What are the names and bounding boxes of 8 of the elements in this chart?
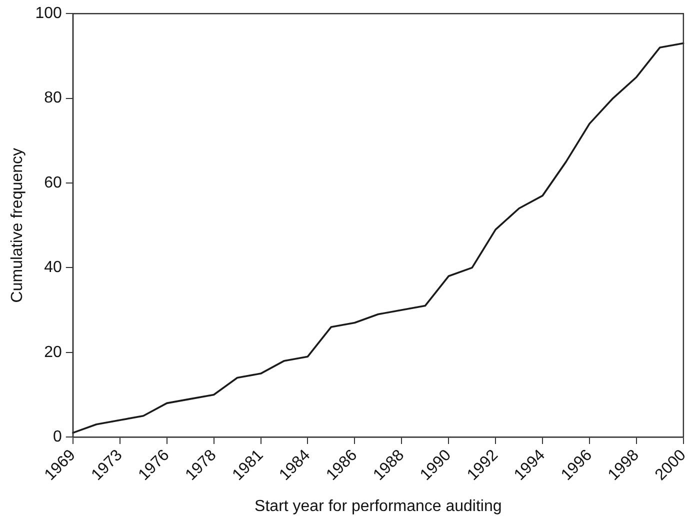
y-axis-title: Cumulative frequency xyxy=(9,148,26,303)
y-tick-label: 100 xyxy=(35,5,62,22)
y-tick-label: 80 xyxy=(44,90,62,107)
y-tick-label: 60 xyxy=(44,174,62,192)
y-tick-label: 0 xyxy=(52,428,62,446)
y-tick-label: 20 xyxy=(44,344,62,361)
x-axis-title: Start year for performance auditing xyxy=(254,498,502,515)
y-tick-label: 40 xyxy=(44,259,62,276)
